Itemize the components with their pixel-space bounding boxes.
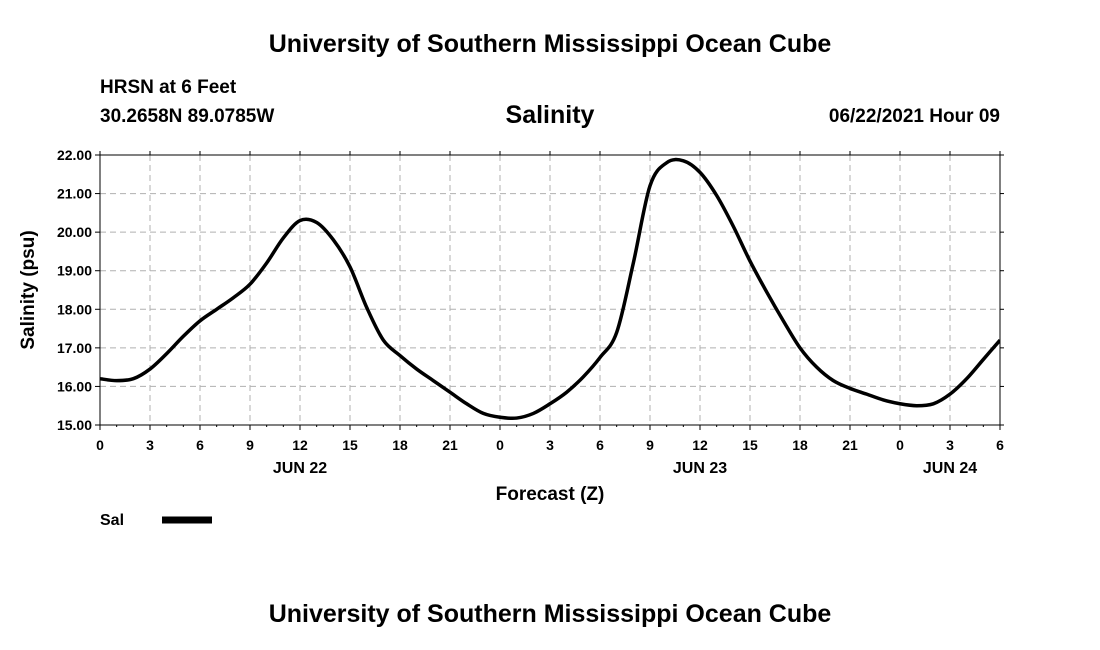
x-tick-label: 3 [946,437,954,453]
day-labels: JUN 22 JUN 23 JUN 24 [273,460,977,477]
y-tick-label: 18.00 [57,301,92,317]
x-axis-label: Forecast (Z) [496,484,605,505]
legend-label-sal: Sal [100,512,124,529]
x-tick-label: 9 [646,437,654,453]
x-tick-label: 3 [146,437,154,453]
x-tick-label: 12 [692,437,708,453]
x-tick-label: 18 [392,437,408,453]
x-tick-label: 0 [496,437,504,453]
y-tick-label: 21.00 [57,186,92,202]
x-tick-label: 9 [246,437,254,453]
chart-title: Salinity [505,101,595,129]
y-tick-label: 20.00 [57,224,92,240]
y-axis-label: Salinity (psu) [18,230,39,349]
chart-grid [100,155,1000,425]
y-tick-label: 15.00 [57,417,92,433]
x-tick-label: 0 [896,437,904,453]
y-tick-label: 22.00 [57,147,92,163]
x-tick-label: 18 [792,437,808,453]
day-label: JUN 22 [273,460,327,477]
y-tick-labels: 15.00 16.00 17.00 18.00 19.00 20.00 21.00 22.00 [57,147,92,433]
forecast-datetime: 06/22/2021 Hour 09 [828,106,1000,127]
series-lines [100,157,1000,421]
plot-frame [99,154,1001,426]
day-label: JUN 24 [923,460,977,477]
series-line-sal [100,157,1000,421]
page-title-bottom: University of Southern Mississippi Ocean… [268,600,832,628]
station-label: HRSN at 6 Feet [100,77,237,98]
page-title-top: University of Southern Mississippi Ocean… [268,30,832,58]
y-tick-label: 19.00 [57,263,92,279]
x-tick-label: 3 [546,437,554,453]
y-tick-label: 16.00 [57,378,92,394]
x-tick-label: 6 [196,437,204,453]
x-tick-label: 0 [96,437,104,453]
y-tick-label: 17.00 [57,340,92,356]
x-tick-label: 21 [842,437,858,453]
x-tick-label: 6 [996,437,1004,453]
x-tick-label: 21 [442,437,458,453]
legend: Sal [100,512,212,529]
x-tick-label: 6 [596,437,604,453]
x-tick-label: 15 [342,437,358,453]
x-tick-labels: 0 3 6 9 12 15 18 21 0 3 6 9 12 15 18 21 0 3 6 [96,437,1004,453]
x-tick-label: 15 [742,437,758,453]
day-label: JUN 23 [673,460,727,477]
x-tick-label: 12 [292,437,308,453]
station-coordinates: 30.2658N 89.0785W [100,106,275,127]
